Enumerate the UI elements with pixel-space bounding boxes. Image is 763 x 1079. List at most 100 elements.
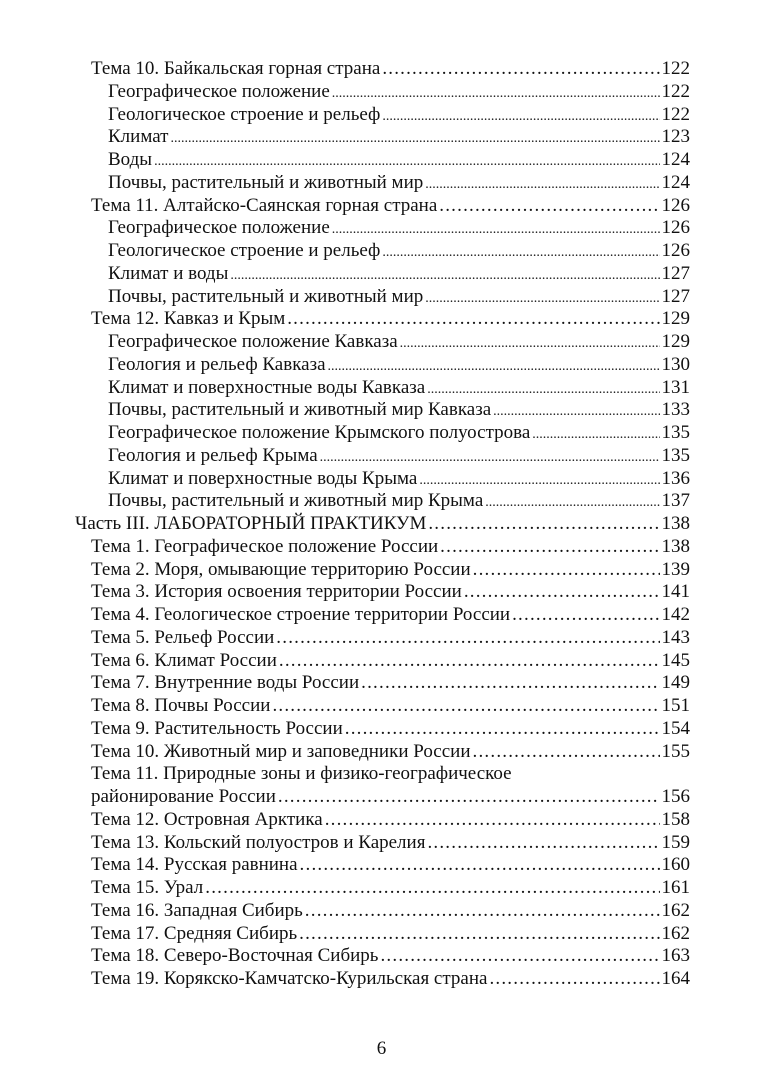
toc-entry-title: Географическое положение [108, 217, 330, 239]
toc-entry-page: 162 [661, 899, 691, 921]
toc-entry-title: Геология и рельеф Крыма [108, 444, 318, 466]
toc-entry: Тема 10. Байкальская горная страна 122 [91, 57, 690, 80]
toc-entry-page: 162 [661, 922, 691, 944]
dot-leader [278, 785, 660, 808]
dot-leader [154, 150, 659, 173]
toc-entry-page: 142 [661, 604, 691, 625]
toc-entry-title: Тема 3. История освоения территории Росс… [91, 581, 462, 603]
toc-entry: Тема 1. Географическое положение России 1… [91, 535, 690, 558]
dot-leader [427, 831, 659, 854]
toc-entry-title: Тема 18. Северо-Восточная Сибирь [91, 945, 379, 967]
toc-entry: Климат 123 [108, 125, 690, 148]
toc-entry: Геологическое строение и рельеф 126 [108, 239, 690, 262]
toc-entry: Тема 4. Геологическое строение территори… [91, 603, 690, 626]
toc-entry: Тема 18. Северо-Восточная Сибирь 163 [91, 944, 690, 967]
toc-entry-title: Климат и поверхностные воды Крыма [108, 467, 418, 489]
toc-entry-title: Тема 5. Рельеф России [91, 626, 275, 648]
dot-leader [320, 446, 660, 469]
toc-entry-page: 122 [661, 103, 691, 125]
toc-entry-title: Тема 2. Моря, омывающие территорию Росси… [91, 558, 471, 580]
toc-entry-title: Географическое положение Кавказа [108, 331, 398, 352]
toc-entry-title: Климат и воды [108, 262, 229, 284]
toc-entry-title: Тема 9. Растительность России [91, 717, 343, 739]
toc-entry: Тема 12. Кавказ и Крым 129 [91, 307, 690, 330]
toc-entry-title: Геологическое строение и рельеф [108, 240, 381, 261]
toc-entry-title: Почвы, растительный и животный мир Кавка… [108, 399, 492, 421]
toc-entry-title: Тема 11. Природные зоны и физико-географ… [91, 763, 512, 785]
toc-entry-page: 136 [661, 467, 691, 489]
toc-entry-page: 154 [661, 717, 691, 739]
dot-leader [325, 808, 660, 831]
toc-entry-page: 122 [661, 58, 691, 79]
dot-leader [425, 287, 659, 310]
toc-entry: районирование России 156 [91, 785, 690, 808]
toc-entry-page: 164 [661, 968, 691, 989]
toc-entry: Тема 2. Моря, омывающие территорию Росси… [91, 558, 690, 581]
dot-leader [532, 423, 659, 446]
dot-leader [332, 218, 660, 241]
dot-leader [361, 671, 659, 694]
toc-entry-title: Тема 12. Кавказ и Крым [91, 308, 286, 330]
dot-leader [328, 355, 660, 378]
dot-leader [382, 241, 659, 264]
toc-entry: Геологическое строение и рельеф 122 [108, 103, 690, 126]
toc-entry: Тема 12. Островная Арктика 158 [91, 808, 690, 831]
toc-entry-page: 138 [661, 513, 691, 534]
dot-leader [170, 127, 659, 150]
toc-entry-page: 126 [661, 217, 691, 239]
dot-leader [464, 580, 660, 603]
toc-entry: Почвы, растительный и животный мир Кавка… [108, 398, 690, 421]
toc-entry-page: 151 [661, 695, 691, 716]
dot-leader [489, 967, 659, 990]
toc-entry-page: 155 [661, 740, 691, 762]
toc-entry-title: Тема 19. Корякско-Камчатско-Курильская с… [91, 968, 488, 989]
toc-entry-page: 156 [661, 786, 691, 807]
toc-entry-title: Тема 7. Внутренние воды России [91, 672, 360, 694]
dot-leader [419, 469, 659, 492]
toc-entry: Тема 17. Средняя Сибирь 162 [91, 922, 690, 945]
toc-entry-page: 163 [661, 945, 691, 967]
toc-entry-title: Географическое положение Крымского полуо… [108, 422, 531, 443]
dot-leader [382, 105, 659, 128]
toc-entry-page: 149 [661, 672, 691, 694]
toc-entry-page: 126 [661, 240, 691, 261]
dot-leader [279, 649, 660, 672]
toc-entry: Тема 3. История освоения территории Росс… [91, 580, 690, 603]
toc-entry-title: Географическое положение [108, 80, 330, 102]
toc-entry-title: Тема 12. Островная Арктика [91, 808, 323, 830]
toc-entry-page: 130 [661, 353, 691, 375]
dot-leader [205, 876, 659, 899]
toc-entry: Тема 7. Внутренние воды России 149 [91, 671, 690, 694]
toc-entry: Тема 6. Климат России 145 [91, 649, 690, 672]
toc-entry-title: Почвы, растительный и животный мир [108, 285, 424, 307]
toc-entry: Климат и поверхностные воды Кавказа 131 [108, 376, 690, 399]
toc-entry-page: 158 [661, 808, 691, 830]
dot-leader [485, 491, 659, 514]
toc-entry: Тема 16. Западная Сибирь 162 [91, 899, 690, 922]
toc-entry-page: 131 [661, 376, 691, 398]
toc-entry-title: Почвы, растительный и животный мир Крыма [108, 490, 484, 512]
toc-entry: Климат и поверхностные воды Крыма 136 [108, 467, 690, 490]
toc-entry: Почвы, растительный и животный мир 127 [108, 285, 690, 308]
toc-entry-title: Климат и поверхностные воды Кавказа [108, 376, 426, 398]
toc-entry-page: 135 [661, 422, 691, 443]
toc-entry-title: Тема 13. Кольский полуостров и Карелия [91, 831, 426, 853]
toc-entry-title: Геология и рельеф Кавказа [108, 353, 326, 375]
toc-entry: Тема 8. Почвы России 151 [91, 694, 690, 717]
dot-leader [512, 603, 659, 626]
toc-entry-title: Тема 1. Географическое положение России [91, 535, 439, 557]
toc-entry-page: 127 [661, 262, 691, 284]
toc-entry-title: Тема 16. Западная Сибирь [91, 899, 303, 921]
dot-leader [425, 173, 659, 196]
toc-entry: Тема 5. Рельеф России 143 [91, 626, 690, 649]
toc-entry-title: Тема 8. Почвы России [91, 695, 271, 716]
toc-entry-page: 143 [661, 626, 691, 648]
dot-leader [300, 853, 660, 876]
dot-leader [427, 378, 659, 401]
toc-entry-title: Воды [108, 149, 153, 170]
toc-entry-title: Климат [108, 126, 169, 148]
dot-leader [439, 194, 659, 217]
toc-entry: Геология и рельеф Кавказа 130 [108, 353, 690, 376]
toc-entry-page: 124 [661, 171, 691, 193]
toc-entry: Воды 124 [108, 148, 690, 171]
